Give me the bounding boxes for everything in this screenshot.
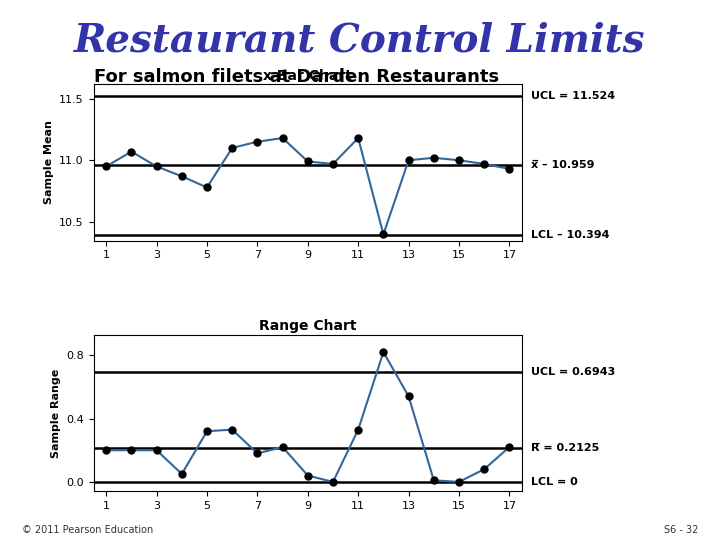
Text: Restaurant Control Limits: Restaurant Control Limits bbox=[74, 22, 646, 59]
Text: © 2011 Pearson Education: © 2011 Pearson Education bbox=[22, 524, 153, 535]
Text: S6 - 32: S6 - 32 bbox=[664, 524, 698, 535]
Text: For salmon filets at Darden Restaurants: For salmon filets at Darden Restaurants bbox=[94, 68, 499, 85]
Text: R̅ = 0.2125: R̅ = 0.2125 bbox=[531, 443, 599, 453]
Text: x̅ – 10.959: x̅ – 10.959 bbox=[531, 160, 594, 170]
Text: UCL = 0.6943: UCL = 0.6943 bbox=[531, 367, 615, 377]
Title: Range Chart: Range Chart bbox=[259, 320, 356, 333]
Text: LCL – 10.394: LCL – 10.394 bbox=[531, 230, 609, 240]
Y-axis label: Sample Range: Sample Range bbox=[50, 368, 60, 457]
Text: LCL = 0: LCL = 0 bbox=[531, 477, 577, 487]
Title: x Bar Chart: x Bar Chart bbox=[264, 69, 352, 83]
Y-axis label: Sample Mean: Sample Mean bbox=[44, 120, 54, 204]
Text: UCL = 11.524: UCL = 11.524 bbox=[531, 91, 615, 100]
